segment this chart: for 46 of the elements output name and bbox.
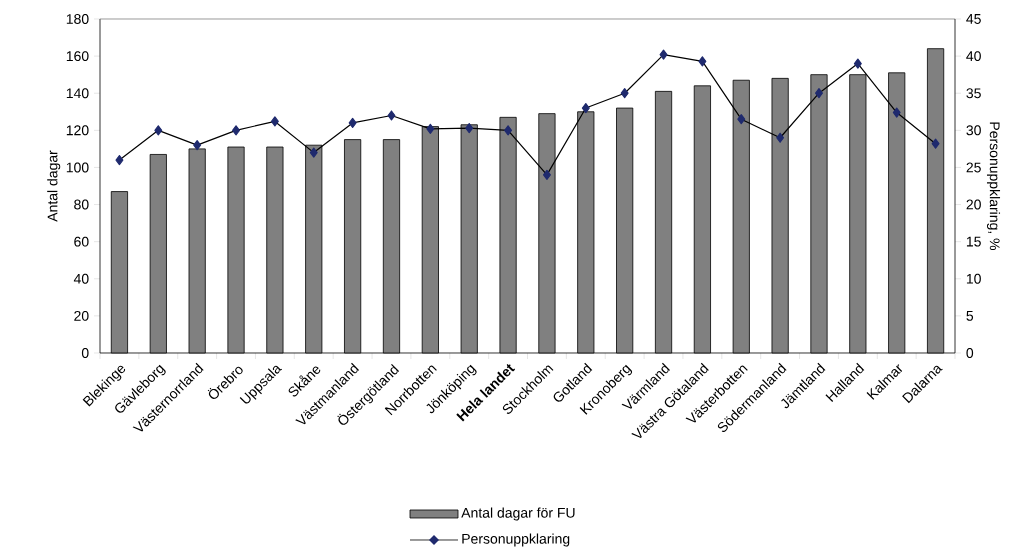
y2-tick-label: 10 <box>966 273 981 284</box>
point <box>387 110 396 121</box>
y2-tick-label: 45 <box>966 14 981 24</box>
point <box>504 125 513 136</box>
point <box>853 58 862 69</box>
y-tick-label: 40 <box>73 273 89 284</box>
y-tick-label: 80 <box>74 199 89 210</box>
point <box>776 132 785 143</box>
point <box>931 138 940 149</box>
y2-tick-label: 20 <box>966 199 981 210</box>
legend-label: Antal dagar för FU <box>461 507 575 521</box>
y2-axis-title: Personuppklaring, % <box>986 122 1001 251</box>
y2-tick-label: 35 <box>966 88 981 99</box>
y-axis-title: Antal dagar <box>47 150 61 222</box>
y-tick-label: 0 <box>81 348 89 358</box>
point <box>115 154 124 166</box>
point <box>270 116 279 127</box>
point <box>620 88 629 99</box>
y2-tick-label: 40 <box>966 51 981 62</box>
y2-tick-label: 0 <box>966 348 974 358</box>
point <box>581 102 590 114</box>
y2-tick-label: 25 <box>966 162 981 173</box>
point <box>659 49 668 60</box>
legend-label: Personuppklaring <box>462 533 570 547</box>
point <box>232 125 240 136</box>
point <box>892 107 901 118</box>
y-tick-label: 20 <box>74 310 89 321</box>
point <box>737 114 746 125</box>
point <box>193 140 202 151</box>
point <box>426 123 435 134</box>
point <box>348 117 357 129</box>
point <box>815 88 823 99</box>
point <box>309 147 318 158</box>
y2-tick-label: 30 <box>966 125 981 136</box>
y-tick-label: 140 <box>66 88 89 99</box>
point <box>542 169 551 180</box>
y2-tick-label: 5 <box>966 311 974 321</box>
y-tick-label: 60 <box>74 236 89 247</box>
y-tick-label: 120 <box>66 125 89 136</box>
y2-tick-label: 15 <box>966 236 981 247</box>
y-tick-label: 160 <box>66 51 89 62</box>
point <box>154 125 163 136</box>
y-tick-label: 100 <box>66 162 89 173</box>
y-tick-label: 180 <box>66 14 89 24</box>
point <box>698 56 707 67</box>
point <box>465 123 474 134</box>
